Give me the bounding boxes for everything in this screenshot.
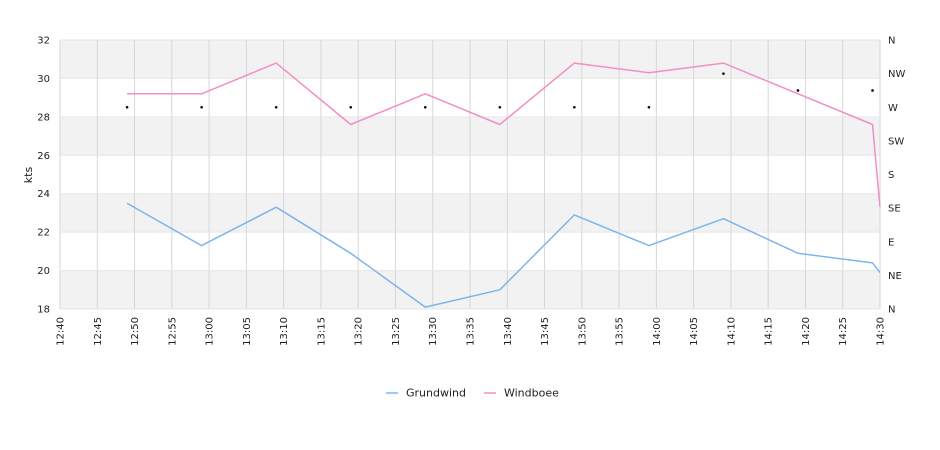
- direction-tick-label: NW: [888, 69, 905, 80]
- y-axis-title: kts: [22, 167, 35, 184]
- direction-point: [125, 105, 129, 109]
- y-tick-label: 22: [37, 228, 50, 239]
- direction-tick-label: N: [888, 305, 895, 316]
- x-tick-label: 14:15: [764, 317, 775, 346]
- x-tick-label: 12:40: [56, 317, 67, 346]
- y-tick-label: 28: [37, 112, 50, 123]
- direction-point: [647, 105, 651, 109]
- x-tick-label: 14:30: [876, 317, 887, 346]
- horizontal-gridlines: [60, 39, 880, 310]
- x-tick-label: 12:45: [93, 317, 104, 346]
- x-tick-label: 13:20: [354, 317, 365, 346]
- x-tick-label: 13:40: [503, 317, 514, 346]
- x-tick-label: 12:50: [130, 317, 141, 346]
- vertical-gridlines: [59, 40, 881, 309]
- x-tick-label: 12:55: [167, 317, 178, 346]
- x-tick-label: 13:10: [279, 317, 290, 346]
- direction-tick-label: W: [888, 103, 898, 114]
- y-tick-label: 18: [37, 305, 50, 316]
- direction-point: [274, 105, 278, 109]
- x-tick-label: 13:05: [242, 317, 253, 346]
- direction-point: [423, 105, 427, 109]
- legend: Grundwind Windboee: [386, 387, 559, 400]
- x-tick-label: 13:45: [540, 317, 551, 346]
- direction-tick-label: E: [888, 237, 894, 248]
- x-tick-label: 14:05: [689, 317, 700, 346]
- x-tick-label: 14:10: [726, 317, 737, 346]
- direction-tick-label: SE: [888, 204, 901, 215]
- direction-markers: [125, 72, 874, 109]
- direction-tick-label: NE: [888, 271, 902, 282]
- x-tick-label: 13:35: [466, 317, 477, 346]
- direction-point: [349, 105, 353, 109]
- y-tick-label: 24: [37, 189, 50, 200]
- direction-point: [498, 105, 502, 109]
- series-line-grundwind: [126, 202, 881, 308]
- y-tick-label: 30: [37, 74, 50, 85]
- direction-point: [200, 105, 203, 109]
- series-lines: [126, 62, 881, 308]
- direction-tick-label: N: [888, 36, 895, 47]
- x-tick-label: 13:25: [391, 317, 402, 346]
- x-axis-ticks: 12:40 12:45 12:50 12:55 13:00 13:05 13:10 13:15…: [56, 317, 887, 346]
- y-tick-label: 26: [37, 151, 50, 162]
- x-tick-label: 13:15: [316, 317, 327, 346]
- direction-point: [871, 89, 874, 92]
- x-tick-label: 14:20: [801, 317, 812, 346]
- series-line-windboee: [127, 62, 881, 208]
- x-tick-label: 13:30: [428, 317, 439, 346]
- direction-point: [796, 89, 800, 92]
- direction-point: [722, 72, 725, 75]
- y-axis-ticks: 18 20 22 24 26 28 30 32: [37, 36, 50, 316]
- direction-axis-ticks: N NE E SE S SW W NW N: [888, 36, 905, 316]
- legend-label-windboee: Windboee: [504, 387, 559, 400]
- x-tick-label: 14:00: [652, 317, 663, 346]
- direction-point: [573, 105, 576, 109]
- legend-label-grundwind: Grundwind: [406, 387, 466, 400]
- y-tick-label: 32: [37, 36, 50, 47]
- x-tick-label: 13:55: [615, 317, 626, 346]
- direction-tick-label: SW: [888, 136, 904, 147]
- direction-tick-label: S: [888, 170, 894, 181]
- x-tick-label: 13:00: [205, 317, 216, 346]
- y-tick-label: 20: [37, 266, 50, 277]
- x-tick-label: 14:25: [838, 317, 849, 346]
- x-tick-label: 13:50: [577, 317, 588, 346]
